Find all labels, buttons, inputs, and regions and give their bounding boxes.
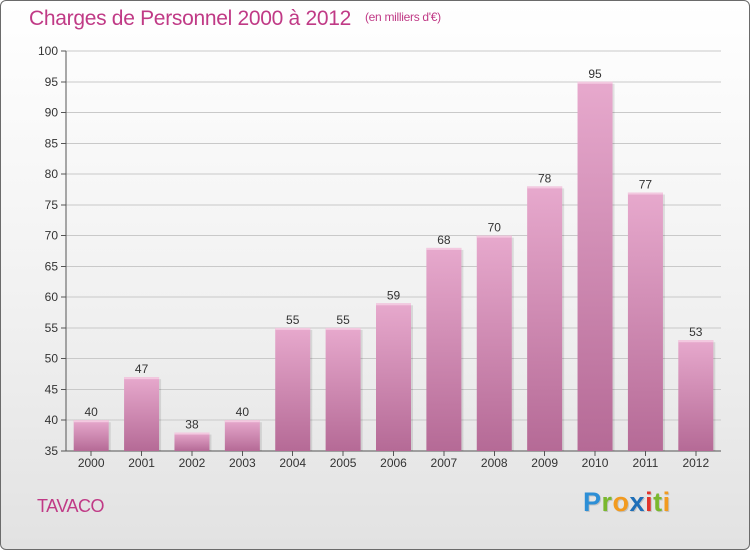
chart-title-text: Charges de Personnel 2000 à 2012 xyxy=(29,7,351,30)
y-tick-label: 35 xyxy=(45,444,59,458)
x-tick-label: 2012 xyxy=(682,456,709,470)
bar xyxy=(73,420,109,451)
x-tick-label: 2011 xyxy=(633,456,659,470)
bar-top xyxy=(275,327,311,330)
logo-letter: r xyxy=(601,487,613,517)
bar-top xyxy=(376,303,411,306)
x-tick-label: 2008 xyxy=(481,456,508,470)
y-tick-label: 70 xyxy=(45,229,59,243)
bar xyxy=(325,327,361,451)
bar-value-label: 95 xyxy=(588,67,602,81)
logo-letter: x xyxy=(629,487,646,517)
y-tick-label: 55 xyxy=(45,321,59,335)
x-tick-label: 2004 xyxy=(279,456,306,470)
y-tick-label: 60 xyxy=(45,290,59,304)
proxiti-logo: Proxiti xyxy=(583,487,671,518)
y-tick-label: 40 xyxy=(45,413,59,427)
chart-subtitle: (en milliers d'€) xyxy=(364,10,441,24)
bar-value-label: 53 xyxy=(689,325,703,339)
bar-top xyxy=(527,186,563,189)
bar xyxy=(627,192,663,452)
bar-top xyxy=(174,432,210,435)
bar-top xyxy=(476,235,512,238)
bar-value-label: 55 xyxy=(286,313,300,327)
bar-value-label: 77 xyxy=(639,178,653,192)
bar xyxy=(426,247,462,451)
bar-top xyxy=(678,340,714,343)
bar xyxy=(527,186,563,451)
x-tick-label: 2005 xyxy=(330,456,357,470)
bar-value-label: 40 xyxy=(236,405,250,419)
commune-name: TAVACO xyxy=(37,496,105,516)
tick-labels: 35 40 45 50 55 60 65 70 75 80 85 90 95 100 2000 2001 200… xyxy=(38,44,710,470)
logo-letter: i xyxy=(645,487,654,517)
bar-value-label: 38 xyxy=(185,418,199,432)
bar-top xyxy=(73,420,109,423)
bar-top xyxy=(124,377,160,380)
x-tick-label: 2001 xyxy=(128,456,155,470)
bar xyxy=(678,340,714,451)
logo-letter: t xyxy=(653,487,663,517)
bar-value-label: 55 xyxy=(336,313,350,327)
y-tick-label: 85 xyxy=(45,136,59,150)
data-labels: 40 47 38 40 55 55 59 68 70 78 95 77 53 xyxy=(85,67,703,432)
bar-value-label: 40 xyxy=(85,405,99,419)
bar xyxy=(124,377,160,451)
y-tick-label: 95 xyxy=(45,75,59,89)
bar xyxy=(376,303,411,451)
y-tick-label: 100 xyxy=(38,44,58,58)
bar xyxy=(476,235,512,451)
chart-title: Charges de Personnel 2000 à 2012 (en mill… xyxy=(29,7,441,31)
x-tick-label: 2010 xyxy=(582,456,609,470)
x-tick-label: 2006 xyxy=(380,456,407,470)
bar-value-label: 59 xyxy=(387,288,401,302)
y-tick-label: 75 xyxy=(45,198,59,212)
y-tick-label: 90 xyxy=(45,106,59,120)
bar-top xyxy=(426,247,462,250)
logo-letter: i xyxy=(662,487,671,517)
logo-letter: o xyxy=(612,487,630,517)
x-tick-label: 2002 xyxy=(179,456,206,470)
x-tick-label: 2000 xyxy=(78,456,105,470)
bar-top xyxy=(627,192,663,195)
x-tick-label: 2003 xyxy=(229,456,256,470)
y-tick-label: 45 xyxy=(45,382,59,396)
bar xyxy=(275,327,311,451)
bar-top xyxy=(224,420,260,423)
bar-top xyxy=(577,81,613,84)
bar xyxy=(577,81,613,452)
bars xyxy=(73,81,716,452)
bar-value-label: 47 xyxy=(135,362,149,376)
bar-value-label: 78 xyxy=(538,171,552,185)
bar-value-label: 70 xyxy=(488,221,502,235)
x-tick-label: 2007 xyxy=(431,456,458,470)
y-tick-label: 50 xyxy=(45,352,59,366)
x-tick-label: 2009 xyxy=(531,456,558,470)
bar-value-label: 68 xyxy=(437,233,451,247)
y-tick-label: 80 xyxy=(45,167,59,181)
logo-letter: P xyxy=(583,487,602,517)
bar xyxy=(224,420,260,451)
y-tick-label: 65 xyxy=(45,259,59,273)
bar-top xyxy=(325,327,361,330)
bar xyxy=(174,432,210,451)
